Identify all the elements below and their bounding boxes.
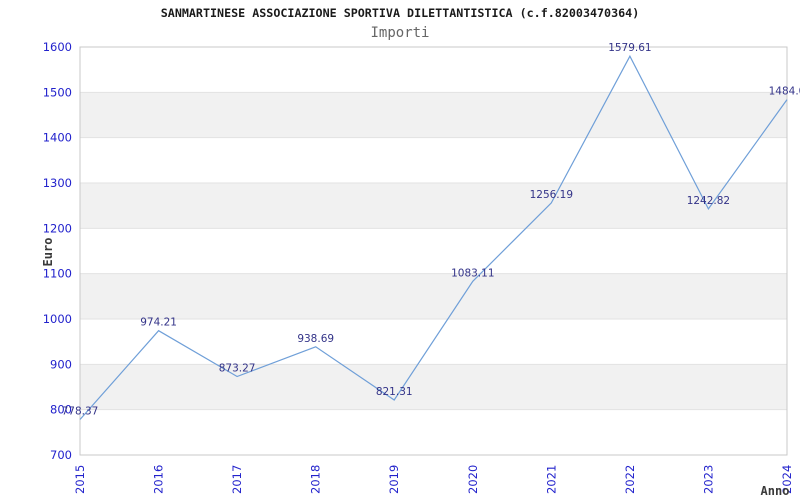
x-tick-label: 2018 <box>309 465 323 494</box>
y-tick-label: 1500 <box>43 85 72 99</box>
x-tick-label: 2020 <box>466 465 480 494</box>
y-tick-label: 700 <box>50 448 72 462</box>
data-line <box>79 54 788 420</box>
y-tick-label: 1000 <box>43 312 72 326</box>
x-tick-label: 2015 <box>73 465 87 494</box>
x-axis-title: Anno <box>761 484 790 498</box>
plot-band <box>80 364 787 410</box>
x-tick-label: 2016 <box>152 465 166 494</box>
y-tick-label: 1200 <box>43 221 72 235</box>
plot-border <box>79 46 788 456</box>
y-tick-label: 900 <box>50 357 72 371</box>
data-point-label: 1579.61 <box>608 42 651 54</box>
x-tick-label: 2022 <box>623 465 637 494</box>
y-tick-label: 1100 <box>43 267 72 281</box>
y-tick-label: 800 <box>50 403 72 417</box>
plot-band <box>80 92 787 138</box>
x-tick-label: 2017 <box>230 465 244 494</box>
data-point-label: 938.69 <box>297 333 334 345</box>
data-point-label: 1083.11 <box>451 267 494 279</box>
y-tick-label: 1300 <box>43 176 72 190</box>
data-point-label: 1242.82 <box>687 195 730 207</box>
data-point-label: 778.37 <box>62 406 99 418</box>
y-tick-label: 1600 <box>43 40 72 54</box>
x-tick-label: 2024 <box>780 465 794 494</box>
plot-band <box>80 273 787 319</box>
y-tick-label: 1400 <box>43 131 72 145</box>
chart-subtitle: Importi <box>370 25 430 41</box>
chart-title: SANMARTINESE ASSOCIAZIONE SPORTIVA DILET… <box>160 6 640 20</box>
x-tick-label: 2021 <box>544 465 558 494</box>
data-point-label: 1484.0 <box>769 86 800 98</box>
data-point-label: 974.21 <box>140 317 177 329</box>
data-point-label: 1256.19 <box>530 189 573 201</box>
data-point-label: 821.31 <box>376 386 413 398</box>
x-tick-label: 2019 <box>387 465 401 494</box>
plot-band <box>80 183 787 229</box>
data-point-label: 873.27 <box>219 363 256 375</box>
plot-area: 700 800 900 1000 1100 1200 1300 1400 1500 1600 201… <box>43 40 800 494</box>
y-axis-title: Euro <box>41 238 55 267</box>
x-tick-label: 2023 <box>701 465 715 494</box>
